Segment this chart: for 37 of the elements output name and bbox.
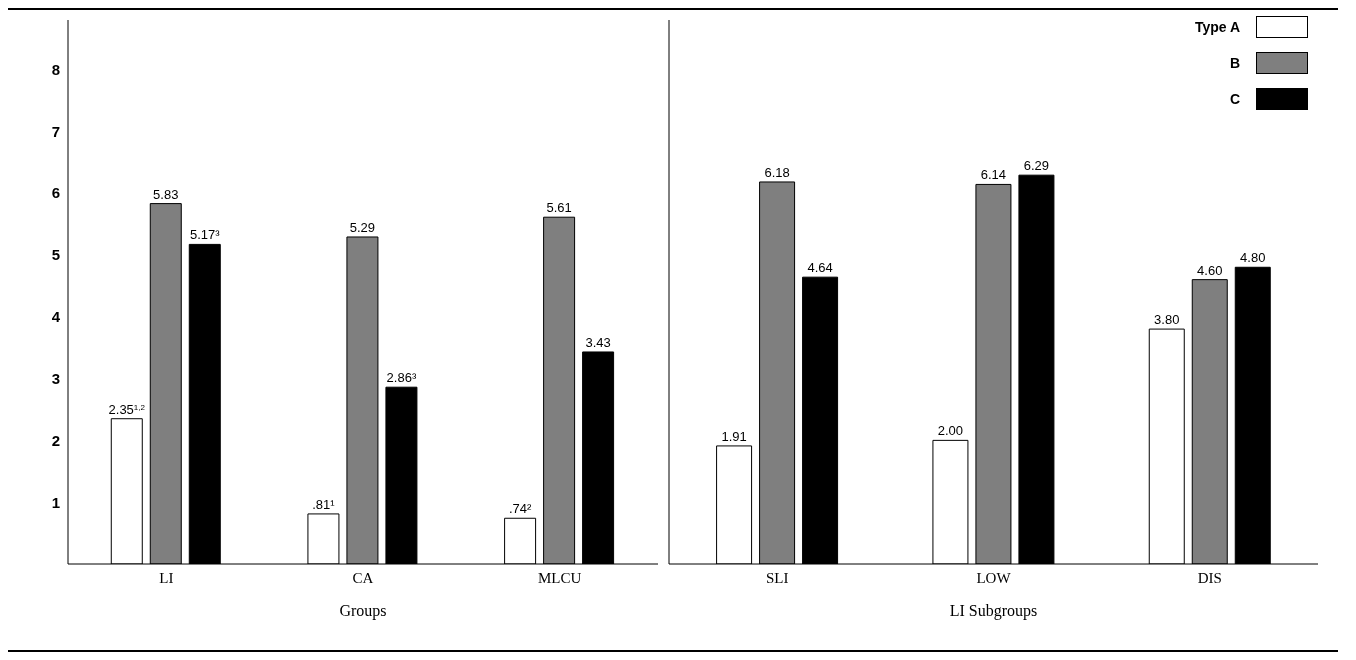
data-label: 5.83 [153,186,179,202]
data-label: 3.80 [1154,312,1180,328]
data-label: 6.14 [980,167,1007,183]
y-tick-label: 1 [51,493,60,511]
data-label: .74² [508,501,532,517]
data-label: 2.00 [937,423,964,439]
data-label: 4.60 [1197,262,1223,278]
legend-label: Type A [1194,19,1240,35]
y-tick-label: 8 [51,60,60,78]
data-label: 4.64 [807,260,833,276]
y-tick-label: 5 [51,246,60,264]
x-tick-label: DIS [1197,569,1222,586]
y-tick-label: 7 [51,122,60,140]
data-label: 6.18 [764,164,790,180]
x-tick-label: CA [352,569,374,586]
y-tick-label: 6 [51,184,60,202]
x-axis-title: Groups [338,602,388,620]
y-tick-label: 4 [51,308,61,326]
data-label: 3.43 [585,334,611,350]
data-label: 5.17³ [189,227,221,243]
data-label: 6.29 [1023,158,1050,174]
x-tick-label: LI [159,569,174,586]
data-label: 2.35$^{1,2}$ [108,401,146,417]
data-label: 5.29 [349,219,376,235]
data-label: 2.86³ [386,370,417,386]
x-tick-label: LOW [976,569,1012,586]
data-label: 5.61 [546,200,572,216]
x-tick-label: MLCU [537,569,582,586]
data-label: .81¹ [312,496,336,512]
y-tick-label: 3 [51,369,60,387]
data-label: 1.91 [721,428,747,444]
legend-label: C [1229,91,1240,107]
x-axis-title: LI Subgroups [948,602,1039,620]
x-tick-label: SLI [765,569,789,586]
legend-label: B [1229,55,1240,71]
data-label: 4.80 [1240,250,1266,266]
y-tick-label: 2 [51,431,60,449]
